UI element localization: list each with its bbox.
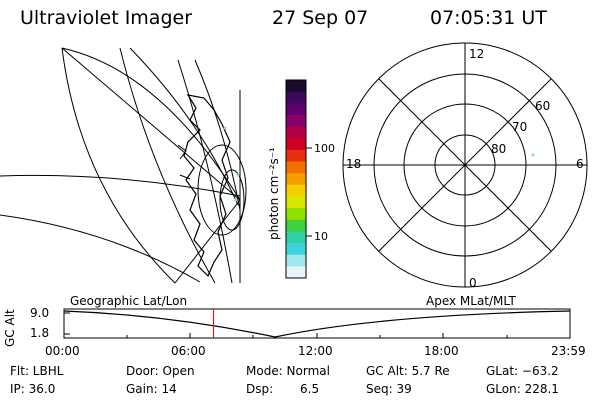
lat-label-80: 80 <box>491 142 506 156</box>
timeline-xtick-1800: 18:00 <box>424 344 459 358</box>
colorbar-stripe <box>286 138 306 151</box>
timeline-xtick-1200: 12:00 <box>298 344 333 358</box>
timeline-right-title: Apex MLat/MLT <box>426 294 516 308</box>
observation-time: 07:05:31 UT <box>430 7 547 29</box>
mlt-label-12: 12 <box>469 47 484 61</box>
colorbar-stripe <box>286 243 306 256</box>
colorbar-stripe <box>286 266 306 279</box>
status-glat: GLat: −63.2 <box>486 364 559 378</box>
status-glon: GLon: 228.1 <box>486 382 559 396</box>
colorbar-gradient <box>286 80 306 279</box>
status-dsp-label: Dsp: <box>246 382 274 396</box>
colorbar-stripe <box>286 219 306 232</box>
status-door: Door: Open <box>126 364 195 378</box>
colorbar-stripe <box>286 126 306 139</box>
colorbar-stripe <box>286 254 306 267</box>
polar-plot <box>342 42 588 288</box>
observation-date: 27 Sep 07 <box>272 7 369 29</box>
colorbar-stripe <box>286 208 306 221</box>
status-filter: Flt: LBHL <box>10 364 64 378</box>
altitude-curve <box>63 310 571 338</box>
status-mode: Mode: Normal <box>246 364 330 378</box>
colorbar-stripe <box>286 149 306 163</box>
mlt-label-0: 0 <box>469 276 477 290</box>
timeline-left-title: Geographic Lat/Lon <box>70 294 188 308</box>
lat-label-70: 70 <box>512 120 527 134</box>
colorbar-stripe <box>286 114 306 128</box>
colorbar-frame <box>285 79 307 279</box>
timeline-xtick-2359: 23:59 <box>551 344 586 358</box>
colorbar-stripe <box>286 231 306 244</box>
timeline-xtick-0600: 06:00 <box>171 344 206 358</box>
geographic-map <box>0 47 247 284</box>
timeline-ylabel: GC Alt <box>3 309 17 347</box>
status-ip: IP: 36.0 <box>10 382 56 396</box>
timeline-plot <box>63 308 571 339</box>
app-title: Ultraviolet Imager <box>20 7 193 29</box>
lat-label-60: 60 <box>535 99 550 113</box>
status-seq: Seq: 39 <box>366 382 412 396</box>
colorbar-axis-label: photon cm⁻²s⁻¹ <box>267 147 281 240</box>
status-dsp-value: 6.5 <box>300 382 320 396</box>
colorbar-stripe <box>286 173 306 186</box>
status-gain: Gain: 14 <box>126 382 177 396</box>
timeline-xtick-0000: 00:00 <box>45 344 80 358</box>
colorbar-tick-100: 100 <box>314 142 335 155</box>
colorbar-stripe <box>286 91 306 104</box>
colorbar: 100 10 photon cm⁻²s⁻¹ <box>267 79 335 279</box>
status-gc-alt: GC Alt: 5.7 Re <box>366 364 450 378</box>
colorbar-stripe <box>286 103 306 116</box>
timeline-ytick-9: 9.0 <box>30 306 50 320</box>
colorbar-stripe <box>286 196 306 209</box>
timeline-ytick-1-8: 1.8 <box>30 326 50 340</box>
colorbar-stripe <box>286 161 306 174</box>
mlt-label-6: 6 <box>576 157 584 171</box>
mlt-label-18: 18 <box>346 157 361 171</box>
colorbar-tick-10: 10 <box>314 230 328 243</box>
colorbar-stripe <box>286 184 306 197</box>
colorbar-stripe <box>286 80 306 93</box>
